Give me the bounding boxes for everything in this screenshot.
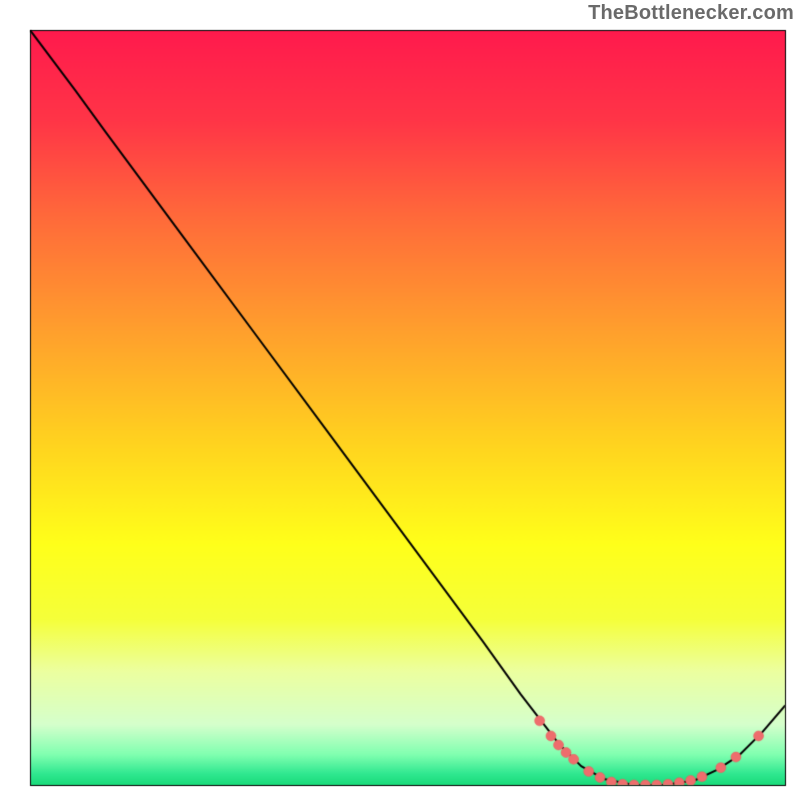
chart-container: TheBottlenecker.com (0, 0, 800, 800)
watermark-text: TheBottlenecker.com (588, 2, 794, 25)
chart-curve-layer (0, 0, 800, 800)
